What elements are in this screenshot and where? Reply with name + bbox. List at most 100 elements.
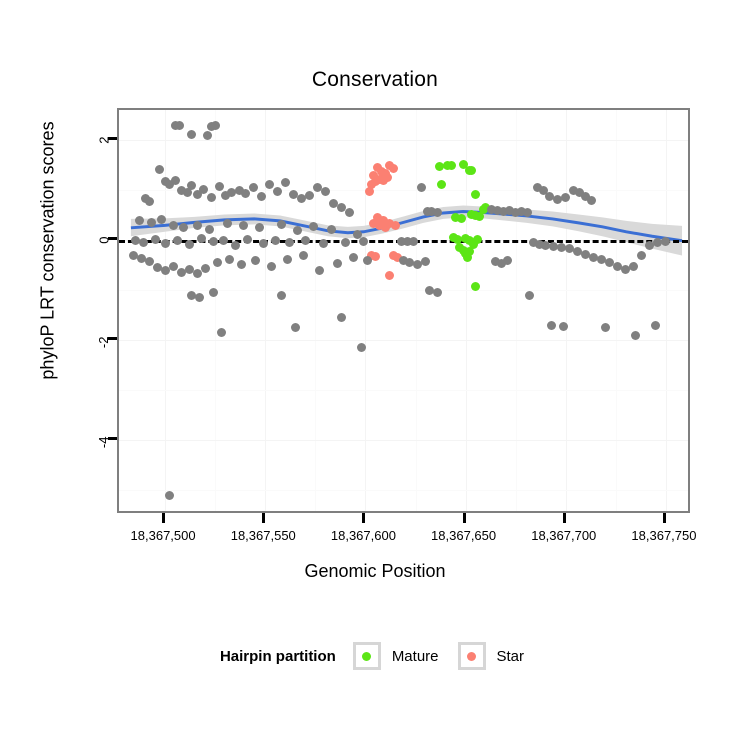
data-point-other — [497, 258, 507, 268]
data-point-mature — [435, 161, 445, 171]
data-point-other — [651, 320, 661, 330]
x-axis-tick — [262, 513, 266, 523]
data-point-other — [184, 239, 194, 249]
data-point-other — [533, 182, 543, 192]
x-axis-tick — [362, 513, 366, 523]
data-point-other — [589, 252, 599, 262]
data-point-other — [328, 198, 338, 208]
data-point-mature — [471, 282, 481, 291]
data-point-other — [276, 219, 286, 229]
data-point-other — [280, 178, 290, 187]
data-point-star — [392, 252, 402, 262]
data-point-other — [130, 235, 140, 245]
data-point-other — [547, 320, 557, 330]
data-point-other — [545, 191, 555, 201]
legend-dot-mature — [362, 651, 372, 661]
data-point-mature — [437, 179, 447, 189]
y-axis-tick-label: 2 — [96, 136, 112, 144]
gridline-major-horizontal — [119, 140, 688, 141]
gridline-major-vertical — [365, 110, 367, 511]
data-point-other — [529, 238, 539, 247]
data-point-other — [425, 285, 435, 295]
data-point-other — [156, 214, 166, 224]
data-point-other — [326, 224, 336, 234]
legend-key-mature[interactable] — [352, 642, 381, 670]
plot-panel — [117, 108, 690, 513]
gridline-minor-vertical — [515, 110, 517, 511]
data-point-other — [176, 267, 186, 277]
data-point-other — [421, 256, 431, 266]
data-point-other — [264, 179, 274, 189]
data-point-other — [320, 186, 330, 196]
legend-key-star[interactable] — [457, 642, 486, 670]
data-point-other — [336, 313, 346, 322]
gridline-minor-horizontal — [119, 290, 688, 291]
data-point-other — [272, 187, 282, 196]
data-point-other — [240, 188, 250, 198]
data-point-other — [405, 257, 414, 267]
data-point-other — [569, 185, 579, 195]
data-point-other — [288, 189, 298, 199]
data-point-other — [242, 234, 252, 244]
data-point-other — [561, 192, 571, 202]
data-point-star — [364, 186, 374, 196]
data-point-other — [154, 164, 164, 174]
data-point-other — [557, 242, 567, 252]
data-point-other — [212, 257, 222, 267]
data-point-other — [318, 238, 328, 248]
data-point-other — [503, 255, 513, 265]
data-point-other — [362, 255, 372, 265]
gridline-minor-vertical — [615, 110, 617, 511]
data-point-other — [433, 288, 443, 297]
y-axis-title: phyloP LRT conservation scores — [37, 121, 58, 380]
data-point-other — [218, 235, 228, 245]
data-point-other — [605, 258, 615, 267]
data-point-other — [409, 237, 418, 246]
gridline-major-vertical — [665, 110, 667, 511]
x-axis-title: Genomic Position — [304, 561, 446, 581]
data-point-other — [581, 191, 591, 201]
data-point-other — [433, 208, 443, 217]
data-point-other — [292, 225, 302, 235]
data-point-mature — [451, 213, 461, 222]
data-point-other — [254, 223, 264, 232]
data-point-other — [208, 288, 218, 297]
data-point-other — [312, 183, 322, 192]
data-point-other — [230, 240, 240, 250]
data-point-other — [160, 238, 170, 248]
data-point-other — [238, 220, 248, 230]
data-point-other — [340, 237, 350, 247]
data-point-other — [170, 175, 180, 185]
data-point-other — [182, 187, 192, 197]
data-point-mature — [465, 246, 475, 256]
data-point-other — [198, 184, 208, 194]
gridline-major-vertical — [265, 110, 267, 511]
data-point-star — [378, 215, 388, 225]
data-point-other — [284, 237, 294, 247]
data-point-other — [332, 258, 342, 268]
data-point-other — [200, 263, 210, 273]
trend-line — [130, 209, 683, 243]
gridline-minor-vertical — [415, 110, 417, 511]
data-point-other — [499, 206, 509, 216]
data-point-other — [168, 220, 178, 230]
data-point-other — [134, 215, 144, 225]
data-point-other — [186, 290, 196, 300]
y-axis-tick-label: -4 — [96, 436, 112, 449]
data-point-star — [372, 213, 382, 222]
data-point-other — [146, 217, 156, 227]
x-axis-tick-label: 18,367,500 — [130, 528, 196, 543]
data-point-star — [368, 219, 378, 228]
data-point-mature — [453, 234, 463, 244]
data-point-mature — [469, 239, 479, 249]
data-point-other — [523, 208, 533, 217]
data-point-other — [250, 255, 260, 265]
data-point-other — [192, 268, 202, 278]
data-point-other — [204, 224, 214, 234]
x-axis-tick-label: 18,367,550 — [230, 528, 296, 543]
y-axis-tick — [108, 137, 117, 140]
gridline-minor-horizontal — [119, 490, 688, 491]
x-axis-tick-label: 18,367,750 — [631, 528, 697, 543]
data-point-star — [374, 220, 384, 230]
